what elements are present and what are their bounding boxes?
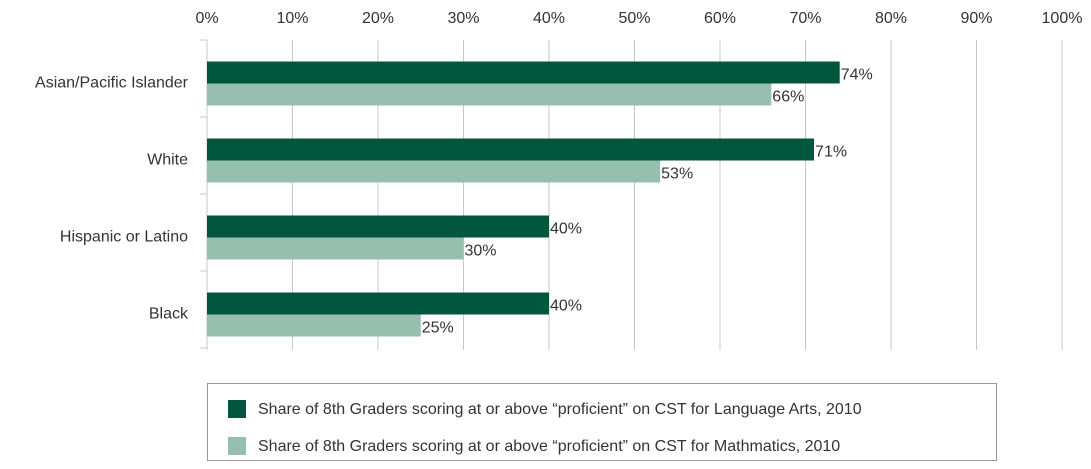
value-label: 74% xyxy=(841,67,873,84)
x-tick-label: 60% xyxy=(704,10,736,27)
legend-label: Share of 8th Graders scoring at or above… xyxy=(258,438,840,455)
bar xyxy=(207,160,661,183)
x-tick-label: 100% xyxy=(1042,10,1083,27)
value-label: 66% xyxy=(772,89,804,106)
x-tick-label: 80% xyxy=(875,10,907,27)
bar xyxy=(207,138,815,161)
bar xyxy=(207,61,840,84)
x-tick-label: 40% xyxy=(533,10,565,27)
value-label: 40% xyxy=(550,221,582,238)
legend-swatch xyxy=(228,400,246,418)
x-tick-label: 50% xyxy=(618,10,650,27)
value-label: 53% xyxy=(661,166,693,183)
y-tick-label: Hispanic or Latino xyxy=(60,229,188,246)
value-label: 40% xyxy=(550,298,582,315)
y-tick-label: Black xyxy=(149,306,189,323)
x-tick-label: 70% xyxy=(789,10,821,27)
value-label: 71% xyxy=(815,144,847,161)
x-tick-label: 30% xyxy=(447,10,479,27)
bar xyxy=(207,83,772,106)
x-tick-label: 10% xyxy=(276,10,308,27)
legend-label: Share of 8th Graders scoring at or above… xyxy=(258,401,862,418)
y-tick-label: White xyxy=(147,152,188,169)
legend-swatch xyxy=(228,437,246,455)
x-tick-label: 20% xyxy=(362,10,394,27)
bar xyxy=(207,237,464,260)
y-tick-label: Asian/Pacific Islander xyxy=(35,75,189,92)
bar xyxy=(207,292,549,315)
bar xyxy=(207,314,421,337)
x-tick-label: 0% xyxy=(195,10,218,27)
legend-box xyxy=(207,383,997,461)
value-label: 30% xyxy=(465,243,497,260)
bar xyxy=(207,215,549,238)
x-tick-label: 90% xyxy=(960,10,992,27)
value-label: 25% xyxy=(422,320,454,337)
